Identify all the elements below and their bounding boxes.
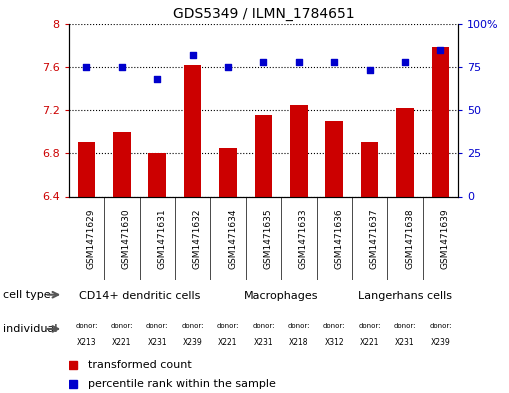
Text: donor:: donor:: [252, 323, 275, 329]
Text: GSM1471629: GSM1471629: [87, 208, 95, 268]
Text: donor:: donor:: [110, 323, 133, 329]
Text: X231: X231: [253, 338, 273, 347]
Title: GDS5349 / ILMN_1784651: GDS5349 / ILMN_1784651: [173, 7, 354, 21]
Bar: [361, 142, 379, 196]
Text: Langerhans cells: Langerhans cells: [358, 291, 452, 301]
Text: donor:: donor:: [181, 323, 204, 329]
Text: percentile rank within the sample: percentile rank within the sample: [88, 379, 276, 389]
Bar: [325, 121, 343, 196]
Point: [436, 46, 444, 53]
Point: [260, 59, 268, 65]
Text: X218: X218: [289, 338, 308, 347]
Text: GSM1471637: GSM1471637: [370, 208, 379, 269]
Text: donor:: donor:: [358, 323, 381, 329]
Text: GSM1471633: GSM1471633: [299, 208, 308, 269]
Text: cell type: cell type: [4, 290, 51, 300]
Text: X231: X231: [395, 338, 415, 347]
Text: donor:: donor:: [75, 323, 98, 329]
Text: individual: individual: [4, 324, 58, 334]
Text: X221: X221: [218, 338, 238, 347]
Text: GSM1471638: GSM1471638: [405, 208, 414, 269]
Point: [224, 64, 232, 70]
Point: [153, 76, 161, 82]
Point: [82, 64, 91, 70]
Text: donor:: donor:: [323, 323, 346, 329]
Text: donor:: donor:: [217, 323, 239, 329]
Text: X239: X239: [183, 338, 203, 347]
Text: GSM1471639: GSM1471639: [440, 208, 449, 269]
Text: GSM1471636: GSM1471636: [334, 208, 343, 269]
Point: [118, 64, 126, 70]
Bar: [113, 132, 131, 196]
Text: transformed count: transformed count: [88, 360, 192, 370]
Text: X231: X231: [148, 338, 167, 347]
Text: Macrophages: Macrophages: [244, 291, 318, 301]
Point: [188, 51, 196, 58]
Text: donor:: donor:: [288, 323, 310, 329]
Text: GSM1471631: GSM1471631: [157, 208, 166, 269]
Bar: [432, 48, 449, 196]
Point: [295, 59, 303, 65]
Text: X312: X312: [324, 338, 344, 347]
Point: [330, 59, 338, 65]
Bar: [184, 64, 202, 196]
Point: [365, 67, 374, 73]
Text: X221: X221: [360, 338, 379, 347]
Text: CD14+ dendritic cells: CD14+ dendritic cells: [79, 291, 200, 301]
Text: GSM1471634: GSM1471634: [228, 208, 237, 268]
Text: X239: X239: [431, 338, 450, 347]
Bar: [290, 105, 307, 196]
Bar: [254, 116, 272, 196]
Text: donor:: donor:: [429, 323, 451, 329]
Point: [401, 59, 409, 65]
Bar: [396, 108, 414, 196]
Text: GSM1471630: GSM1471630: [122, 208, 131, 269]
Text: X221: X221: [112, 338, 131, 347]
Text: donor:: donor:: [146, 323, 168, 329]
Text: GSM1471632: GSM1471632: [192, 208, 202, 268]
Text: X213: X213: [76, 338, 96, 347]
Bar: [219, 148, 237, 196]
Text: GSM1471635: GSM1471635: [264, 208, 272, 269]
Bar: [148, 153, 166, 196]
Text: donor:: donor:: [394, 323, 416, 329]
Bar: [77, 142, 95, 196]
